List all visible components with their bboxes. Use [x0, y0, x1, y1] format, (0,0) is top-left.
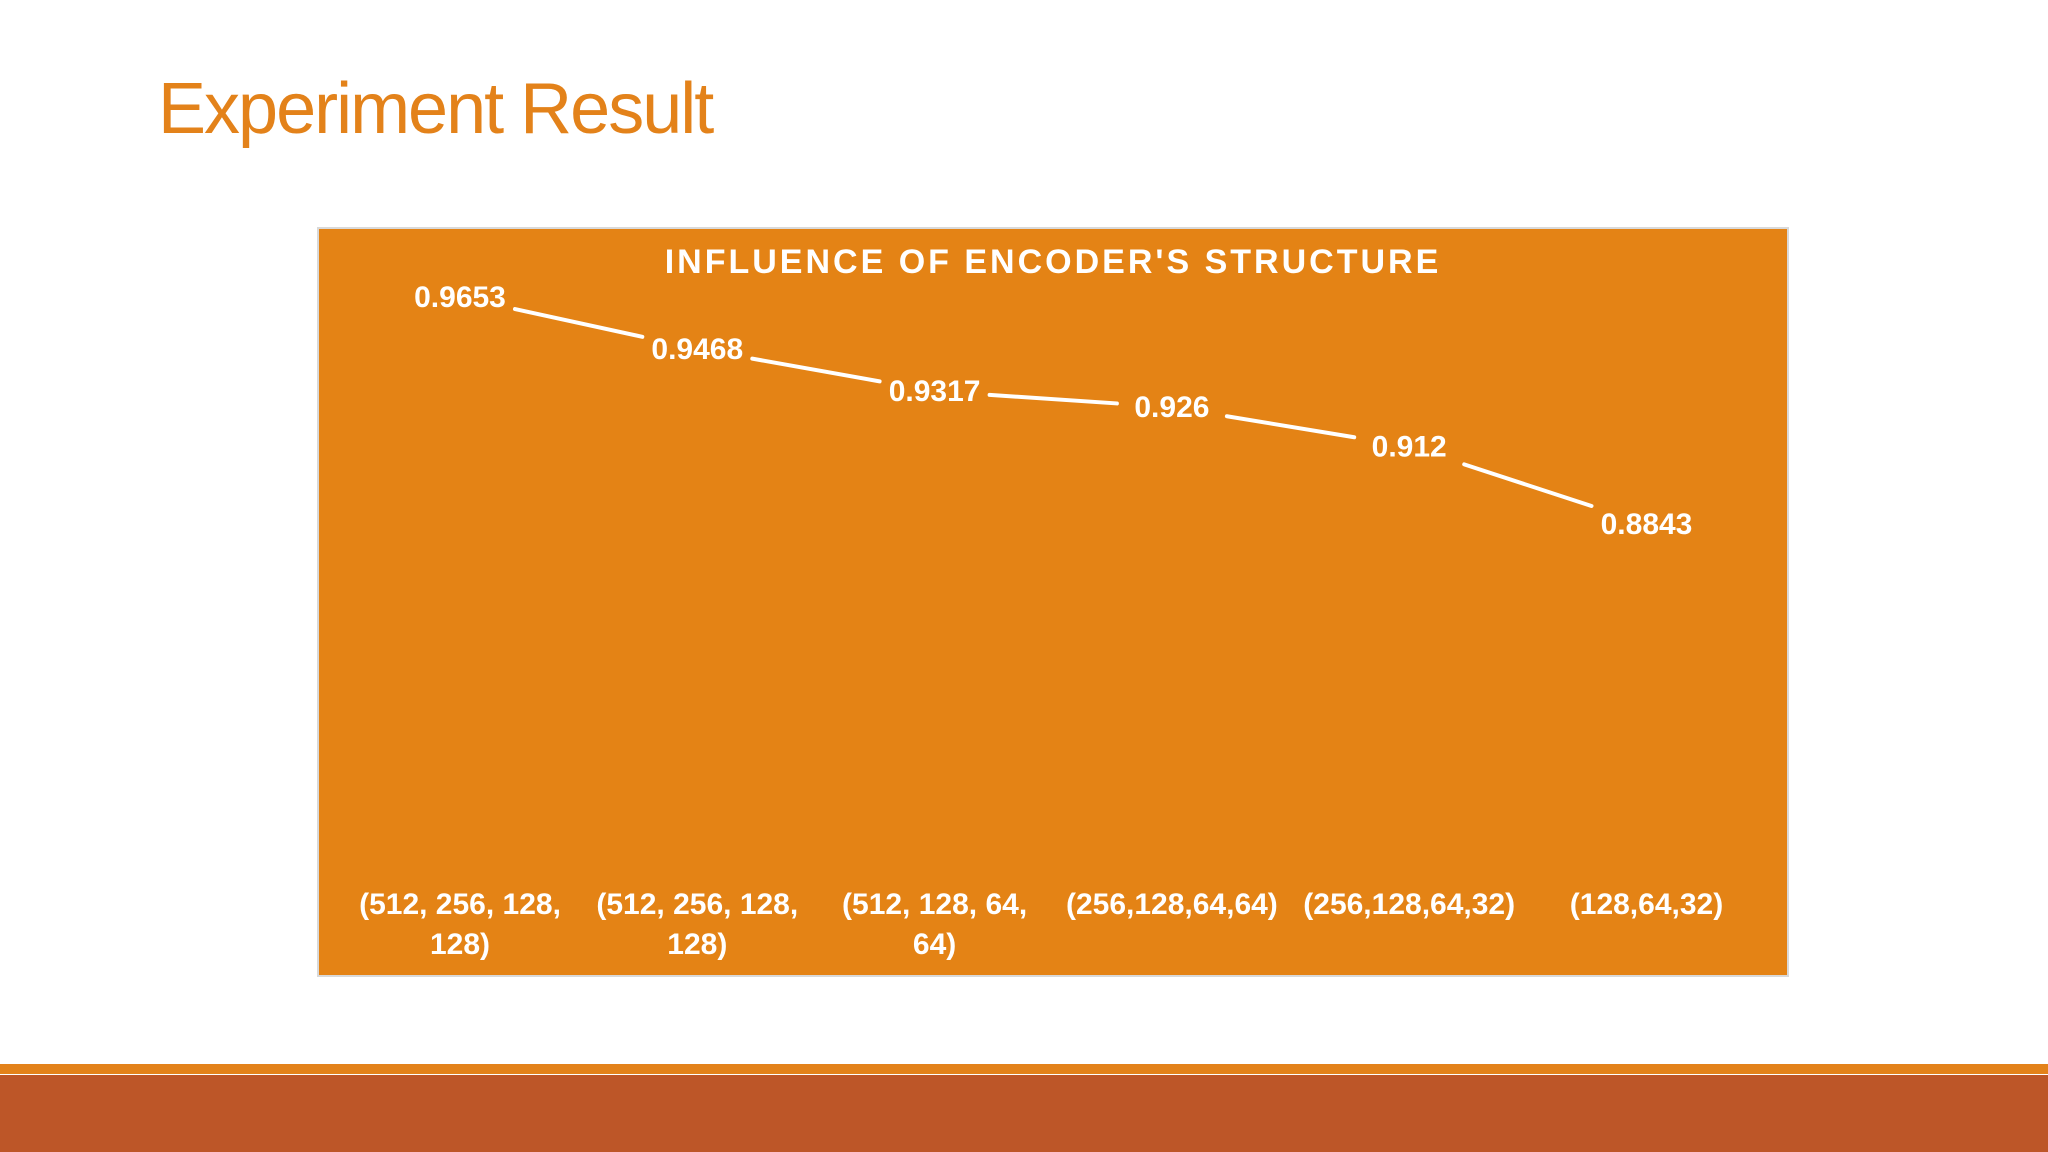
category-label: 128) [430, 928, 490, 961]
slide-title: Experiment Result [158, 69, 714, 149]
data-label: 0.926 [1134, 391, 1209, 424]
series-line-segment [750, 356, 882, 384]
category-label: (128,64,32) [1570, 888, 1723, 921]
series-line-segment [987, 392, 1119, 406]
category-label: 64) [913, 928, 956, 961]
chart-title: INFLUENCE OF ENCODER'S STRUCTURE [665, 243, 1442, 281]
series-line-segment [1462, 462, 1594, 509]
category-label: (512, 256, 128, [359, 888, 561, 921]
series-line-segment [1224, 414, 1357, 440]
data-label: 0.9468 [651, 333, 743, 366]
series-line [513, 307, 1594, 509]
data-label: 0.8843 [1601, 508, 1693, 541]
category-label: 128) [667, 928, 727, 961]
data-label: 0.9653 [414, 281, 506, 314]
data-label: 0.912 [1372, 430, 1447, 463]
line-chart: INFLUENCE OF ENCODER'S STRUCTURE 0.96530… [359, 243, 1723, 961]
chart-area: INFLUENCE OF ENCODER'S STRUCTURE 0.9653 0… [317, 227, 1789, 977]
data-label: 0.9317 [889, 375, 981, 408]
category-label: (256,128,64,64) [1066, 888, 1278, 921]
data-labels: 0.9653 0.9468 0.9317 0.926 0.912 0.8843 [414, 281, 1692, 541]
category-label: (512, 128, 64, [842, 888, 1027, 921]
category-label: (256,128,64,32) [1303, 888, 1515, 921]
footer-bar [0, 1075, 2048, 1152]
category-label: (512, 256, 128, [596, 888, 798, 921]
category-labels: (512, 256, 128, 128) (512, 256, 128, 128) (5… [359, 888, 1723, 961]
footer-stripe [0, 1064, 2048, 1074]
series-line-segment [513, 307, 645, 339]
drop-lines [459, 325, 1648, 849]
